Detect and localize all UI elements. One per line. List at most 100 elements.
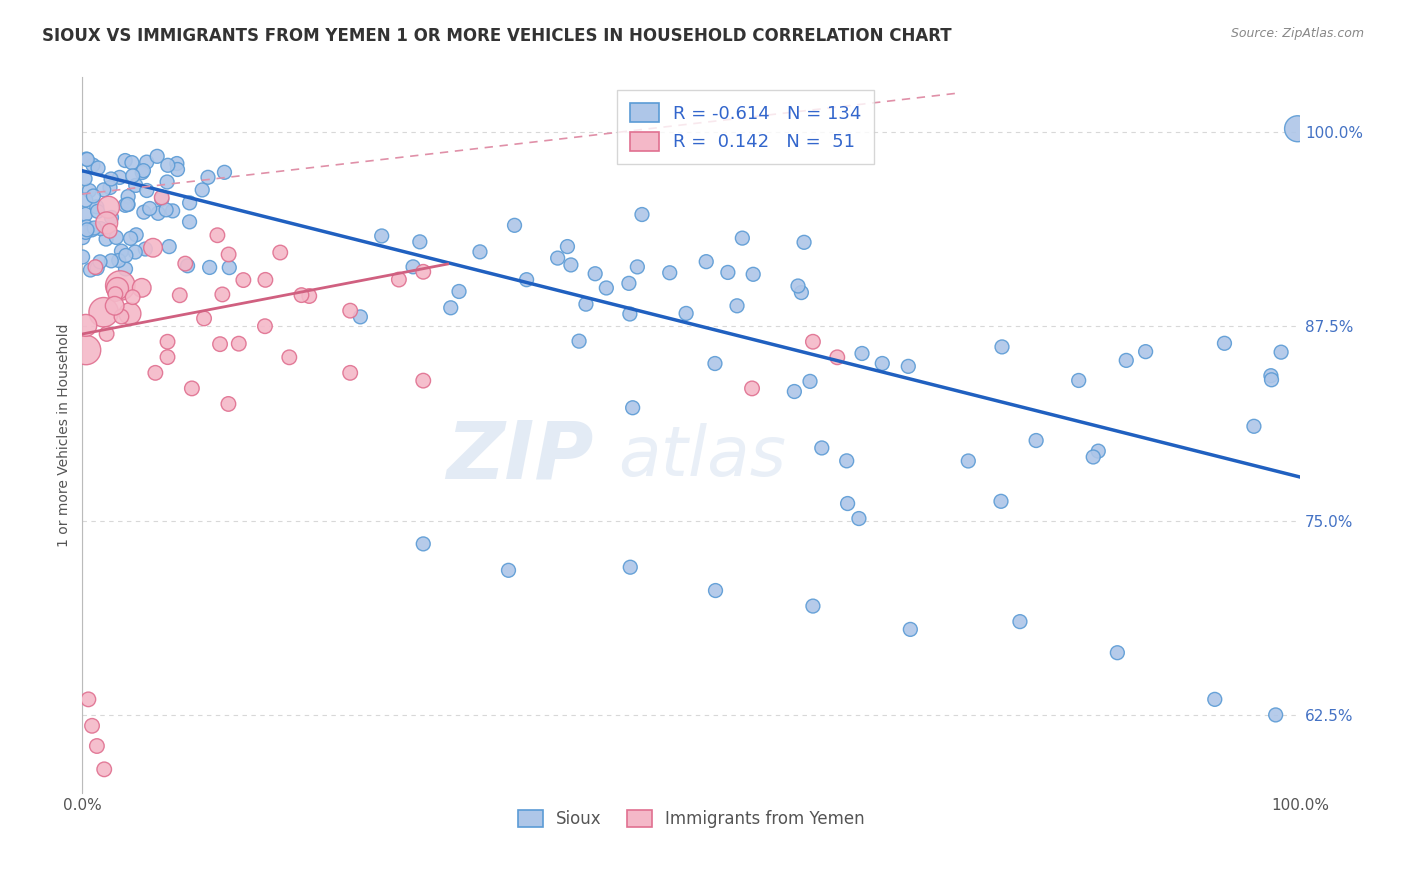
Point bbox=[156, 334, 179, 349]
Point bbox=[72, 250, 94, 264]
Point bbox=[731, 231, 754, 245]
Point bbox=[121, 169, 143, 183]
Point bbox=[89, 255, 111, 269]
Point bbox=[121, 155, 143, 169]
Point bbox=[557, 239, 579, 253]
Point bbox=[114, 262, 136, 277]
Point bbox=[104, 287, 127, 301]
Point bbox=[114, 198, 136, 212]
Point bbox=[100, 253, 122, 268]
Point bbox=[228, 336, 250, 351]
Point bbox=[1260, 373, 1282, 387]
Point bbox=[131, 281, 153, 295]
Point bbox=[93, 762, 115, 776]
Point bbox=[218, 247, 240, 261]
Point bbox=[191, 183, 214, 197]
Point bbox=[575, 297, 598, 311]
Point bbox=[86, 200, 108, 214]
Point bbox=[75, 343, 97, 357]
Point bbox=[146, 149, 169, 163]
Point bbox=[1083, 450, 1105, 464]
Y-axis label: 1 or more Vehicles in Household: 1 or more Vehicles in Household bbox=[58, 323, 72, 547]
Point bbox=[810, 441, 832, 455]
Point bbox=[131, 165, 153, 179]
Point bbox=[675, 306, 697, 320]
Point bbox=[114, 153, 136, 168]
Point bbox=[169, 288, 191, 302]
Point bbox=[370, 229, 392, 244]
Point bbox=[211, 287, 233, 301]
Point bbox=[897, 359, 920, 374]
Point bbox=[209, 337, 232, 351]
Point bbox=[595, 281, 617, 295]
Point bbox=[412, 374, 434, 388]
Point bbox=[156, 158, 179, 172]
Point bbox=[150, 192, 173, 206]
Point bbox=[110, 278, 132, 293]
Point bbox=[412, 537, 434, 551]
Point bbox=[146, 206, 169, 220]
Point bbox=[162, 203, 184, 218]
Point bbox=[799, 375, 821, 389]
Point bbox=[132, 163, 155, 178]
Text: ZIP: ZIP bbox=[446, 417, 593, 495]
Point bbox=[412, 265, 434, 279]
Point bbox=[176, 259, 198, 273]
Point bbox=[339, 303, 361, 318]
Legend: Sioux, Immigrants from Yemen: Sioux, Immigrants from Yemen bbox=[510, 803, 872, 834]
Point bbox=[1204, 692, 1226, 706]
Point bbox=[1107, 646, 1129, 660]
Point bbox=[82, 189, 104, 203]
Point bbox=[621, 401, 644, 415]
Point bbox=[725, 299, 748, 313]
Point bbox=[96, 216, 118, 230]
Point bbox=[180, 381, 202, 395]
Point bbox=[848, 511, 870, 525]
Point bbox=[98, 180, 121, 194]
Point bbox=[835, 454, 858, 468]
Point bbox=[72, 230, 94, 244]
Point bbox=[1025, 434, 1047, 448]
Point bbox=[1115, 353, 1137, 368]
Point bbox=[117, 197, 139, 211]
Point bbox=[503, 219, 526, 233]
Point bbox=[1264, 707, 1286, 722]
Point bbox=[96, 326, 118, 341]
Point bbox=[232, 273, 254, 287]
Point bbox=[124, 245, 146, 260]
Point bbox=[254, 273, 277, 287]
Point bbox=[837, 496, 859, 510]
Point bbox=[80, 223, 103, 237]
Point bbox=[207, 228, 229, 243]
Point bbox=[1213, 336, 1236, 351]
Point bbox=[717, 265, 740, 279]
Point bbox=[157, 239, 180, 253]
Point bbox=[253, 319, 276, 334]
Point bbox=[787, 279, 810, 293]
Point bbox=[619, 307, 641, 321]
Point bbox=[349, 310, 371, 324]
Point bbox=[1067, 374, 1090, 388]
Point bbox=[110, 310, 132, 324]
Point bbox=[498, 563, 520, 577]
Point bbox=[793, 235, 815, 250]
Point bbox=[86, 204, 108, 219]
Point bbox=[115, 248, 138, 262]
Point bbox=[872, 356, 894, 370]
Point bbox=[218, 260, 240, 275]
Point bbox=[619, 560, 641, 574]
Point bbox=[117, 189, 139, 203]
Point bbox=[388, 272, 411, 286]
Point bbox=[118, 307, 141, 321]
Point bbox=[1260, 368, 1282, 383]
Point bbox=[290, 288, 312, 302]
Point bbox=[695, 254, 717, 268]
Point bbox=[278, 351, 301, 365]
Point bbox=[120, 231, 142, 245]
Point bbox=[179, 195, 201, 210]
Text: Source: ZipAtlas.com: Source: ZipAtlas.com bbox=[1230, 27, 1364, 40]
Point bbox=[94, 232, 117, 246]
Point bbox=[93, 305, 115, 319]
Point bbox=[155, 202, 177, 217]
Point bbox=[93, 183, 115, 197]
